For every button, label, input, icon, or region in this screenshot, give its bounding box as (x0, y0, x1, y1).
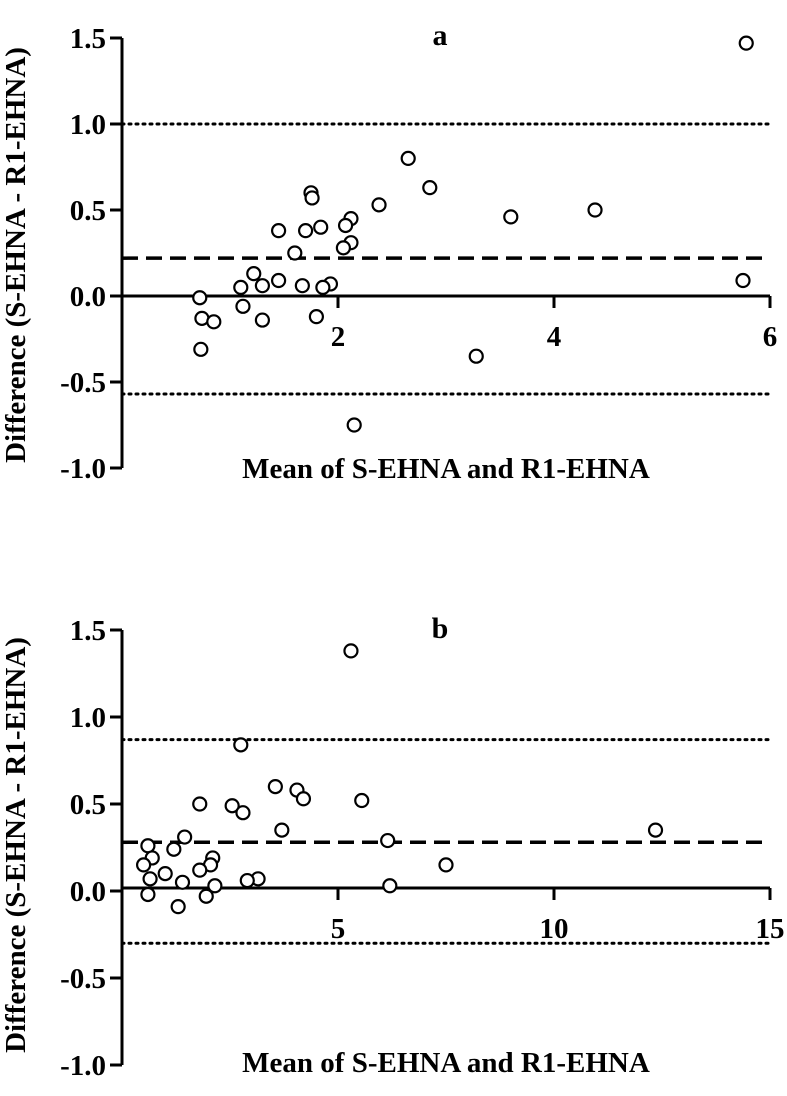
data-point (207, 878, 223, 894)
data-point (271, 272, 287, 289)
data-point (177, 829, 193, 845)
x-axis-title: Mean of S-EHNA and R1-EHNA (242, 453, 650, 485)
data-point (354, 792, 370, 809)
x-tick-label: 10 (540, 913, 569, 945)
data-point (304, 190, 320, 206)
data-point (224, 798, 240, 814)
data-point (193, 341, 209, 357)
data-point (246, 266, 262, 282)
data-point (271, 223, 287, 239)
data-point (192, 862, 208, 878)
data-point (346, 417, 362, 433)
panel-label: a (433, 19, 448, 52)
data-point (267, 778, 283, 795)
data-point (206, 314, 222, 330)
data-point (274, 822, 290, 838)
panel-b: 1.5 1.0 0.5 0.0 -0.5 -1.0 5 10 15 b Mean of S-EHNA… (0, 612, 785, 1082)
y-tick-label: -1.0 (60, 1050, 106, 1082)
y-axis-title: Difference (S-EHNA - R1-EHNA) (0, 637, 32, 1053)
y-tick-label: -0.5 (60, 963, 106, 995)
data-point (380, 832, 396, 849)
data-point (254, 278, 270, 294)
data-point (587, 202, 603, 218)
data-point (400, 150, 416, 166)
y-tick-label: 0.5 (70, 789, 106, 821)
data-point (170, 899, 186, 915)
x-axis-title: Mean of S-EHNA and R1-EHNA (242, 1047, 650, 1079)
data-point (298, 223, 314, 239)
data-point (422, 180, 438, 196)
data-point (308, 309, 324, 325)
data-point (166, 841, 182, 857)
data-point (235, 805, 251, 821)
data-point (157, 865, 173, 882)
data-point (192, 290, 208, 306)
data-point (235, 298, 251, 314)
panel-a: 1.5 1.0 0.5 0.0 -0.5 -1.0 2 4 6 a Mean of S-EHNA a… (0, 19, 777, 485)
y-tick-label: 1.5 (70, 615, 106, 647)
y-tick-label: 1.0 (70, 109, 106, 141)
x-tick-label: 2 (331, 321, 346, 353)
x-tick-label: 6 (763, 321, 778, 353)
data-point (136, 857, 152, 873)
data-point (647, 822, 664, 838)
y-tick-label: 0.0 (70, 876, 106, 908)
y-tick-label: 0.5 (70, 195, 106, 227)
data-point (295, 791, 312, 807)
data-point (371, 197, 387, 213)
data-point (343, 643, 359, 659)
data-point (174, 874, 191, 890)
y-axis-title: Difference (S-EHNA - R1-EHNA) (0, 47, 32, 463)
data-point (382, 878, 398, 894)
data-point (233, 279, 249, 295)
panel-label: b (432, 612, 449, 645)
data-point (468, 348, 484, 364)
y-tick-label: 1.0 (70, 702, 106, 734)
y-tick-label: 0.0 (70, 281, 106, 313)
data-point (142, 871, 158, 887)
data-point (335, 240, 351, 256)
y-tick-label: -0.5 (60, 367, 106, 399)
data-point (503, 209, 519, 225)
x-tick-label: 4 (547, 321, 562, 353)
data-point (140, 886, 156, 903)
data-point (337, 217, 354, 234)
data-point (239, 872, 255, 889)
y-tick-label: 1.5 (70, 23, 106, 55)
x-tick-label: 15 (756, 913, 785, 945)
data-point (315, 279, 331, 295)
data-point (198, 888, 214, 904)
data-point (738, 35, 754, 51)
data-point (735, 272, 751, 289)
x-tick-label: 5 (331, 913, 346, 945)
data-point (313, 219, 329, 235)
data-point (192, 796, 208, 812)
data-point (254, 312, 270, 328)
data-point (233, 737, 249, 753)
data-point (140, 838, 156, 854)
data-point (294, 278, 310, 294)
y-tick-label: -1.0 (60, 453, 106, 485)
data-point (438, 857, 454, 873)
data-point (287, 245, 303, 261)
